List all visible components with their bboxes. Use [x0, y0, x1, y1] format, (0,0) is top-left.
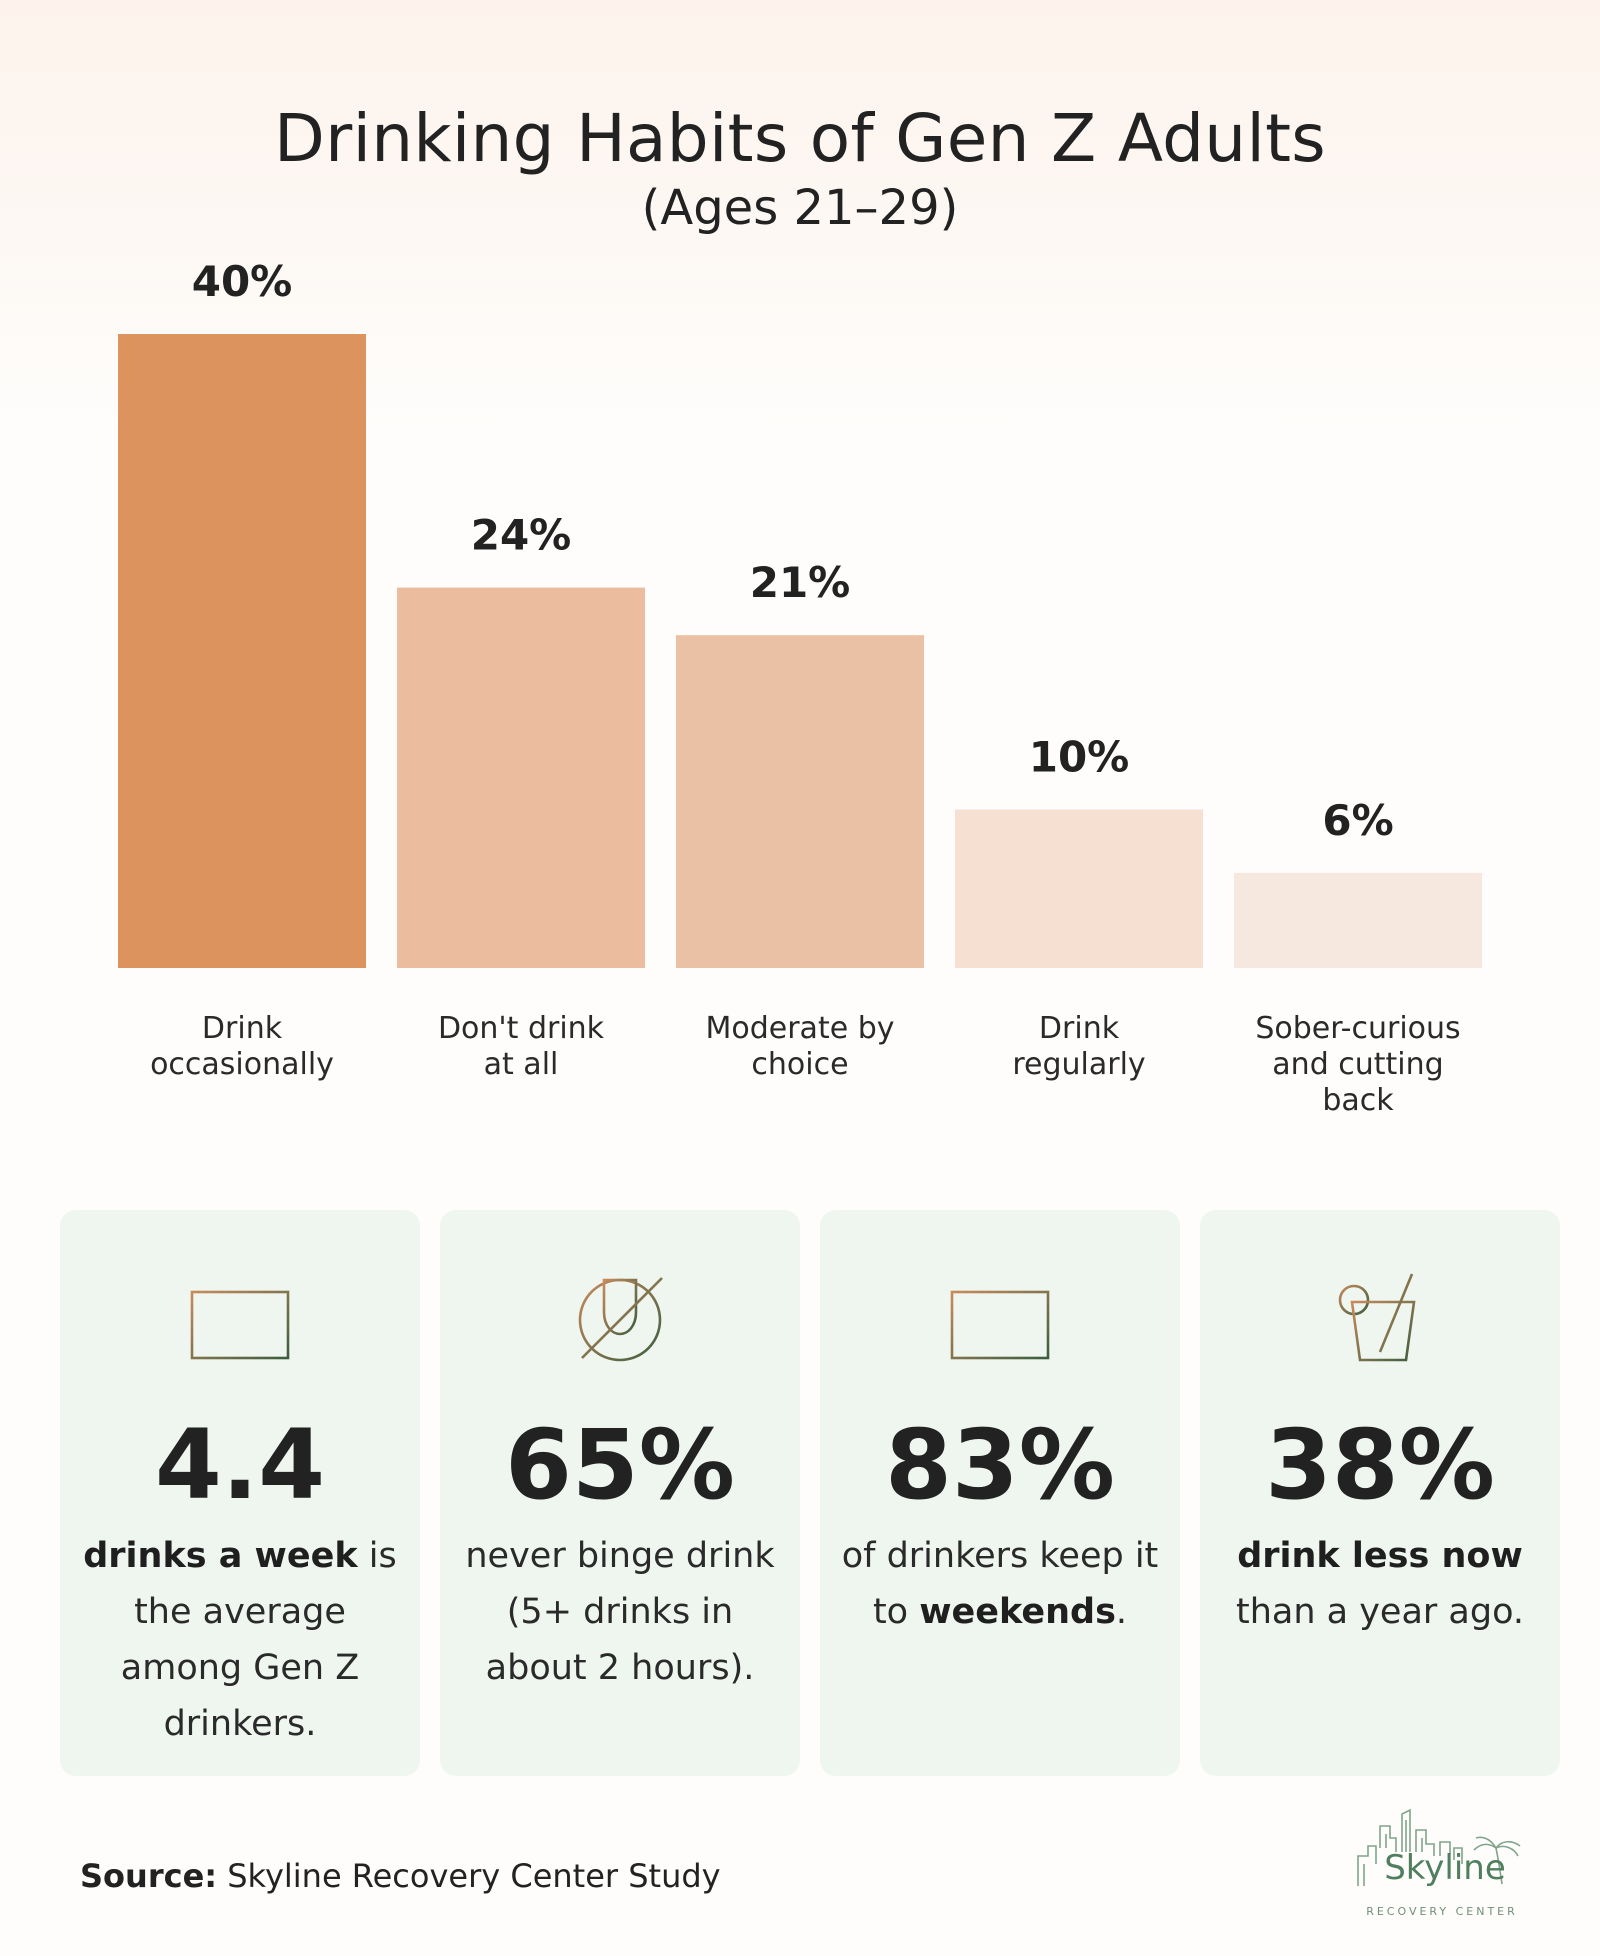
stat-value: 65%: [505, 1409, 735, 1521]
stat-text: than a year ago.: [1235, 1592, 1525, 1632]
cocktail-icon: [1338, 1273, 1416, 1362]
bar-value-label: 10%: [1029, 733, 1130, 782]
stat-value: 4.4: [154, 1409, 326, 1521]
bar-value-label: 40%: [192, 257, 293, 306]
stat-card: 4.4 drinks a week is the average among G…: [60, 1210, 420, 1776]
category-label: regularly: [1012, 1047, 1145, 1082]
bar-value-label: 24%: [471, 511, 572, 560]
source-note: Source: Skyline Recovery Center Study: [80, 1857, 721, 1895]
bar: [118, 334, 366, 968]
calendar-icon: [950, 1282, 1050, 1360]
chart-subtitle: (Ages 21–29): [641, 180, 959, 236]
category-label: choice: [751, 1047, 848, 1082]
category-label: back: [1322, 1083, 1394, 1118]
category-label: Drink: [202, 1011, 283, 1046]
bar: [955, 809, 1203, 968]
stat-card: 83% of drinkers keep it to weekends.: [820, 1210, 1180, 1776]
source-label: Source:: [80, 1857, 218, 1895]
bar: [397, 587, 645, 968]
bar-value-label: 21%: [750, 558, 851, 607]
stat-emphasis: drink less now: [1237, 1536, 1523, 1576]
stat-value: 38%: [1265, 1409, 1495, 1521]
stat-text: of drinkers keep it to: [841, 1536, 1159, 1632]
stat-value: 83%: [885, 1409, 1115, 1521]
no-wine-glass-icon: [578, 1277, 663, 1362]
stat-emphasis: drinks a week: [83, 1536, 358, 1576]
stat-description: never binge drink (5+ drinks in about 2 …: [460, 1528, 780, 1696]
chart-title: Drinking Habits of Gen Z Adults: [274, 100, 1326, 177]
category-label: Moderate by: [705, 1011, 894, 1046]
stat-emphasis: weekends: [919, 1592, 1116, 1632]
category-label: Drink: [1039, 1011, 1120, 1046]
city-skyline-palm-logo: [1357, 1808, 1521, 1886]
stat-card: 65% never binge drink (5+ drinks in abou…: [440, 1210, 800, 1776]
logo-tagline: RECOVERY CENTER: [1366, 1905, 1518, 1918]
calendar-icon: [190, 1282, 290, 1360]
category-label: Don't drink: [438, 1011, 605, 1046]
stat-text: never binge drink (5+ drinks in about 2 …: [465, 1536, 775, 1688]
category-label: Sober-curious: [1255, 1011, 1460, 1046]
stat-text: is the average among Gen Z drinkers.: [120, 1536, 397, 1744]
bar-value-label: 6%: [1322, 796, 1393, 845]
stat-text: .: [1115, 1592, 1128, 1632]
bar: [676, 635, 924, 968]
stat-card: 38% drink less now than a year ago.: [1200, 1210, 1560, 1776]
category-label: occasionally: [150, 1047, 334, 1082]
stat-description: drinks a week is the average among Gen Z…: [80, 1528, 400, 1752]
stat-description: of drinkers keep it to weekends.: [840, 1528, 1160, 1640]
stat-cards: 4.4 drinks a week is the average among G…: [60, 1210, 1560, 1776]
source-text: Skyline Recovery Center Study: [227, 1857, 721, 1895]
stat-description: drink less now than a year ago.: [1220, 1528, 1540, 1640]
bar: [1234, 872, 1482, 968]
category-label: at all: [484, 1047, 559, 1082]
category-label: and cutting: [1272, 1047, 1443, 1082]
logo-wordmark: Skyline: [1384, 1848, 1506, 1888]
